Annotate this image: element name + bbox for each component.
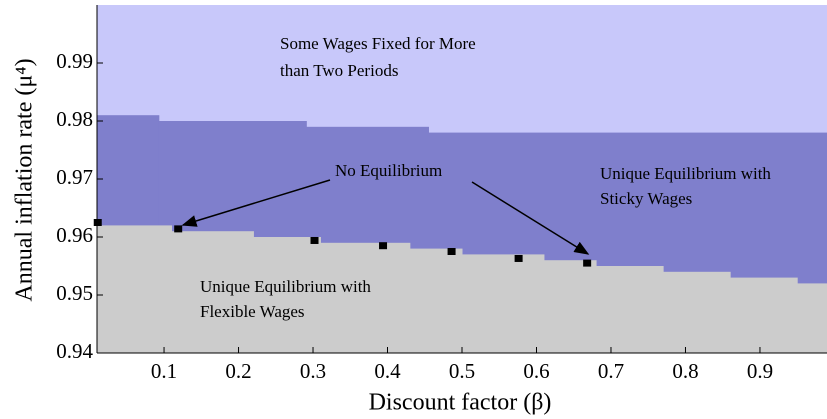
point — [310, 236, 319, 244]
region-bottom — [730, 277, 798, 353]
point — [583, 259, 592, 267]
x-tick-label: 0.7 — [598, 359, 624, 383]
overlay: No Equilibrium — [181, 161, 590, 255]
region-bottom — [409, 248, 463, 353]
region-label: Unique Equilibrium with — [600, 164, 771, 183]
arrow — [181, 179, 331, 227]
region-label: Flexible Wages — [200, 302, 305, 321]
y-tick-label: 0.99 — [56, 49, 93, 73]
point — [447, 248, 456, 255]
y-axis-label: Annual inflation rate (μ⁴) — [12, 58, 38, 301]
y-tick-label: 0.96 — [56, 223, 93, 247]
annotation: No Equilibrium — [335, 161, 442, 180]
point — [514, 254, 523, 262]
region-bottom — [596, 266, 664, 353]
point — [93, 219, 102, 226]
region-bottom — [543, 260, 597, 353]
y-tick-label: 0.98 — [56, 107, 93, 131]
region-bottom — [253, 237, 321, 353]
x-tick-label: 0.4 — [374, 359, 401, 383]
point — [174, 225, 183, 233]
x-tick-label: 0.5 — [449, 359, 475, 383]
x-axis-label: Discount factor (β) — [369, 390, 552, 416]
arrow — [471, 181, 590, 255]
plot-area — [93, 5, 827, 353]
region-bottom — [462, 254, 545, 353]
point — [379, 242, 388, 250]
region-label: Unique Equilibrium with — [200, 277, 371, 296]
x-tick-label: 0.8 — [672, 359, 698, 383]
region-bottom — [97, 225, 172, 353]
region-bottom — [797, 283, 827, 353]
region-label: than Two Periods — [280, 61, 398, 80]
region-bottom — [663, 271, 731, 353]
x-tick-label: 0.1 — [151, 359, 177, 383]
region-label: Sticky Wages — [600, 189, 692, 208]
region-bottom — [320, 242, 411, 353]
y-tick-label: 0.97 — [56, 165, 93, 189]
x-tick-label: 0.3 — [300, 359, 326, 383]
region-label: Some Wages Fixed for More — [280, 34, 476, 53]
x-tick-label: 0.6 — [523, 359, 549, 383]
x-tick-label: 0.9 — [747, 359, 773, 383]
y-tick-label: 0.94 — [56, 339, 93, 363]
x-tick-label: 0.2 — [225, 359, 251, 383]
y-tick-label: 0.95 — [56, 281, 93, 305]
region-bottom — [171, 231, 254, 353]
